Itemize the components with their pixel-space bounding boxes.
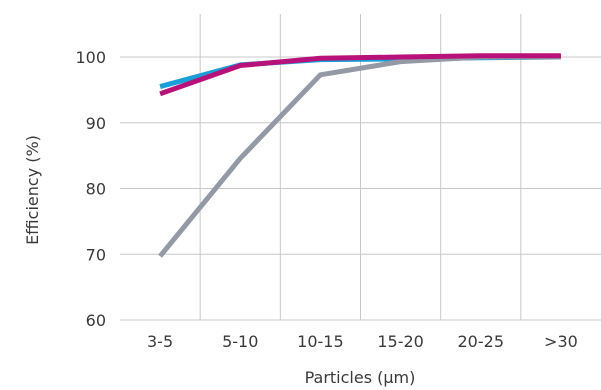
x-tick-label: 10-15 bbox=[297, 332, 344, 351]
y-axis-ticks: 60 70 80 90 100 bbox=[75, 48, 106, 330]
x-axis-title: Particles (µm) bbox=[305, 368, 416, 387]
series-line-3 bbox=[159, 53, 561, 97]
y-tick-label: 100 bbox=[75, 48, 106, 67]
series-layer bbox=[158, 53, 561, 258]
x-tick-label: >30 bbox=[544, 332, 578, 351]
x-axis-ticks: 3-5 5-10 10-15 15-20 20-25 >30 bbox=[147, 332, 578, 351]
x-tick-label: 3-5 bbox=[147, 332, 173, 351]
y-tick-label: 80 bbox=[86, 180, 106, 199]
y-axis-title: Efficiency (%) bbox=[23, 135, 42, 245]
x-tick-label: 5-10 bbox=[222, 332, 258, 351]
y-tick-label: 70 bbox=[86, 245, 106, 264]
x-tick-label: 15-20 bbox=[377, 332, 424, 351]
y-tick-label: 90 bbox=[86, 114, 106, 133]
x-tick-label: 20-25 bbox=[458, 332, 505, 351]
y-tick-label: 60 bbox=[86, 311, 106, 330]
